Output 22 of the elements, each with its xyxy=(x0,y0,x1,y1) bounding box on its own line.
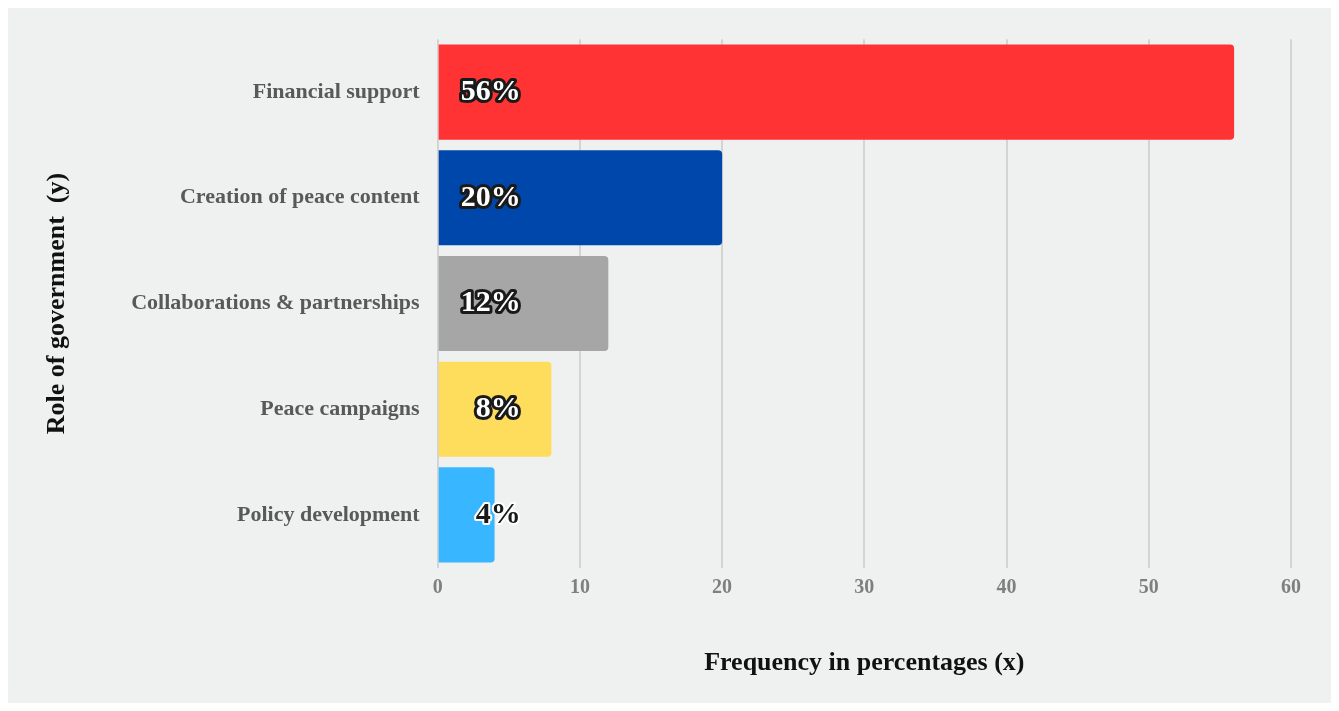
x-tick-label: 30 xyxy=(854,574,875,597)
y-tick-label: Peace campaigns xyxy=(260,394,421,420)
bar xyxy=(438,361,552,457)
bar xyxy=(438,255,609,352)
x-tick-label: 0 xyxy=(432,574,443,597)
x-tick-label: 60 xyxy=(1281,574,1301,597)
x-tick-label: 40 xyxy=(996,574,1017,597)
data-label: 56% xyxy=(460,72,521,106)
data-label: 8% xyxy=(475,389,521,423)
y-tick-label: Creation of peace content xyxy=(179,183,421,209)
x-tick-label: 50 xyxy=(1138,574,1159,597)
data-label: 20% xyxy=(460,178,521,212)
y-tick-label: Policy development xyxy=(236,500,421,526)
x-axis-title: Frequency in percentages (x) xyxy=(704,647,1025,677)
data-label: 12% xyxy=(460,284,521,318)
y-axis-title: Role of government (y) xyxy=(41,172,71,435)
x-tick-label: 20 xyxy=(712,574,733,597)
y-tick-label: Financial support xyxy=(252,77,421,103)
x-tick-label: 10 xyxy=(569,574,590,597)
bar xyxy=(438,44,1235,140)
bar xyxy=(438,150,723,246)
y-tick-label: Collaborations & partnerships xyxy=(131,289,421,315)
